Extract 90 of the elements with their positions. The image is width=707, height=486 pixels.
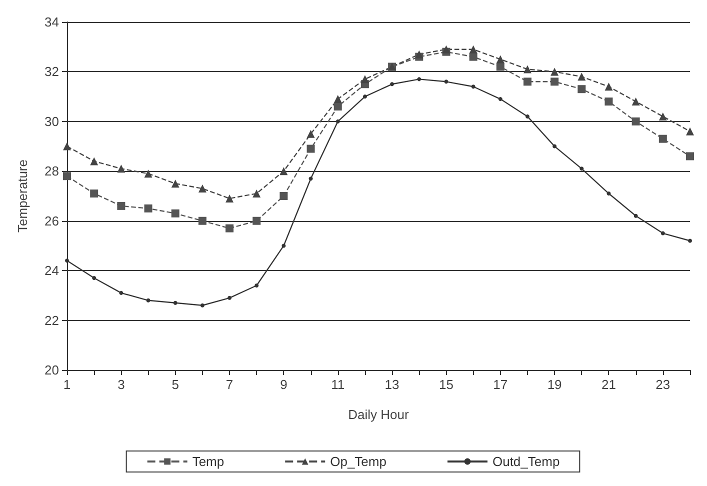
x-tick-label: 19 (547, 377, 562, 392)
y-tick-label: 32 (44, 64, 59, 80)
point (390, 82, 394, 86)
point (90, 190, 98, 198)
y-tick-label: 30 (44, 114, 59, 129)
point (200, 303, 204, 308)
point (658, 112, 667, 120)
point (306, 130, 315, 138)
y-tick-label: 34 (44, 14, 59, 30)
x-tick-label: 15 (438, 377, 454, 392)
point (688, 238, 692, 243)
point (634, 214, 638, 218)
point (144, 204, 152, 212)
x-tick-label: 23 (656, 377, 670, 392)
point (417, 77, 422, 82)
point (198, 184, 206, 193)
point (606, 192, 611, 196)
point (282, 244, 286, 248)
point (308, 176, 313, 181)
y-tick-label: 28 (44, 164, 59, 179)
point (146, 298, 150, 302)
point (226, 224, 234, 232)
point (469, 45, 478, 54)
x-tick-label: 17 (493, 377, 508, 392)
legend-label: Op_Temp (330, 454, 386, 469)
point (578, 72, 586, 81)
point (686, 152, 694, 160)
y-tick-label: 20 (44, 362, 59, 378)
y-tick-label: 24 (44, 263, 59, 278)
point (471, 84, 476, 89)
point (65, 258, 69, 263)
point (173, 300, 178, 305)
point (336, 119, 340, 124)
point (117, 202, 126, 210)
point (334, 102, 342, 111)
point (92, 276, 96, 280)
x-tick-label: 3 (118, 377, 125, 392)
y-tick-label: 22 (44, 312, 59, 328)
y-tick-label: 26 (44, 213, 59, 228)
point (198, 216, 206, 225)
x-axis-title: Daily Hour (348, 407, 410, 422)
point (415, 50, 424, 58)
point (658, 134, 667, 143)
point (604, 98, 613, 106)
x-tick-label: 9 (280, 377, 288, 392)
x-tick-label: 21 (602, 377, 616, 392)
point (334, 95, 342, 104)
point (90, 157, 98, 166)
point (578, 85, 586, 94)
point (686, 127, 694, 136)
x-tick-label: 1 (63, 377, 71, 392)
point (171, 180, 180, 188)
point (442, 45, 450, 54)
legend-label: Outd_Temp (492, 454, 560, 469)
point (280, 167, 288, 176)
x-tick-label: 11 (331, 377, 345, 392)
point (632, 117, 640, 126)
y-axis-title: Temperature (15, 160, 30, 232)
x-tick-label: 5 (172, 377, 179, 392)
point (550, 68, 559, 76)
point (444, 80, 448, 84)
point (119, 290, 124, 295)
point (523, 65, 532, 74)
point (171, 209, 180, 218)
point (632, 98, 640, 106)
point (228, 296, 232, 300)
point (226, 194, 234, 202)
point (525, 114, 530, 118)
point (360, 75, 369, 84)
point (604, 82, 613, 91)
point (254, 283, 259, 288)
point (117, 164, 126, 173)
point (469, 52, 478, 61)
point (144, 170, 152, 178)
point (306, 144, 315, 153)
point (496, 55, 504, 64)
x-tick-label: 13 (384, 377, 400, 392)
point (498, 97, 502, 102)
point (660, 231, 665, 236)
x-tick-label: 7 (226, 377, 234, 392)
point (280, 192, 288, 200)
point (252, 190, 261, 198)
point (580, 166, 584, 171)
point (252, 216, 261, 225)
legend-label: Temp (192, 454, 224, 469)
point (362, 94, 367, 99)
point (523, 78, 532, 86)
point (552, 144, 557, 148)
point (550, 78, 559, 86)
point (63, 142, 71, 150)
